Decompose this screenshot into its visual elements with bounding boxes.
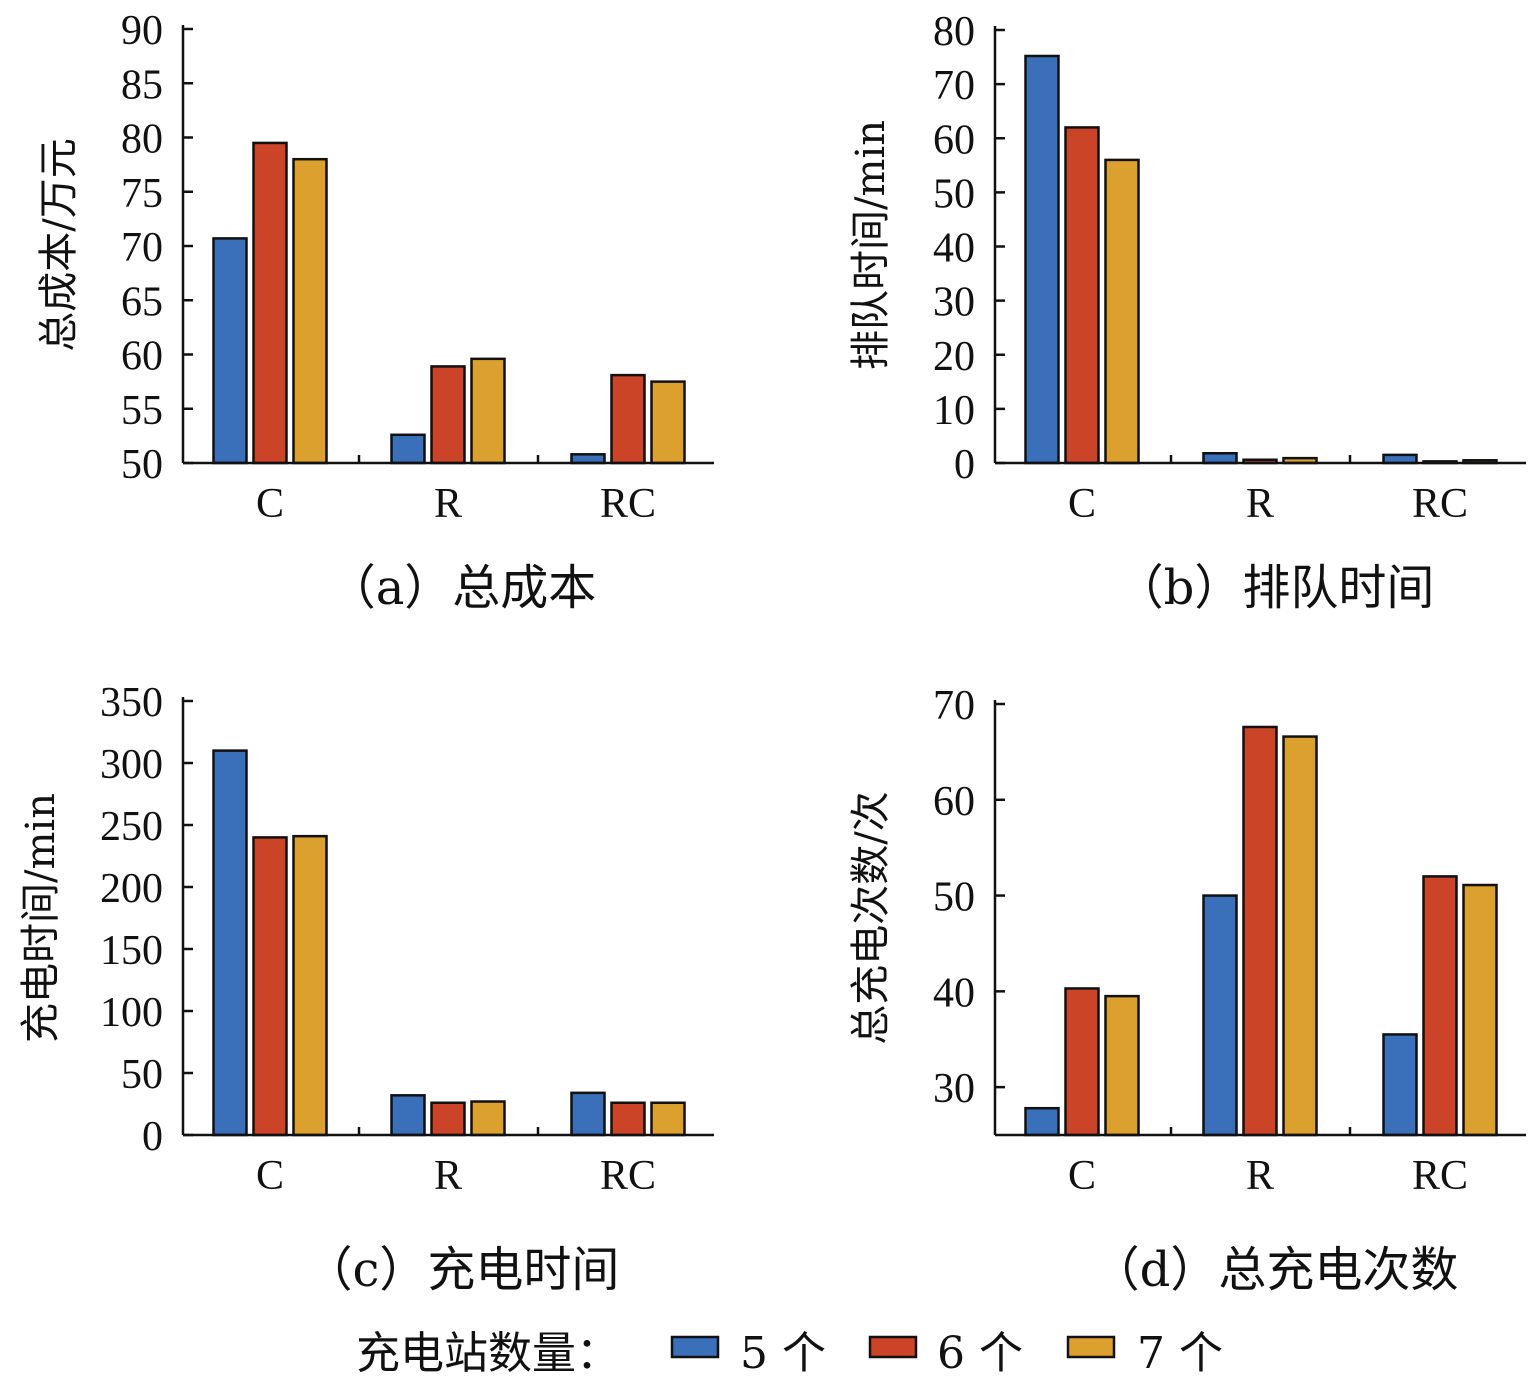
y-tick-label: 50	[933, 875, 975, 921]
y-tick-label: 55	[121, 388, 163, 434]
y-tick-label: 60	[121, 334, 163, 380]
legend-swatch-7	[1066, 1335, 1116, 1359]
x-tick-label: R	[434, 481, 462, 527]
bar-C-6个	[252, 836, 288, 1137]
legend-title: 充电站数量：	[356, 1328, 620, 1379]
x-tick-label: R	[434, 1153, 462, 1199]
chart-caption: （b）排队时间	[1116, 560, 1435, 616]
bar-C-6个	[252, 141, 288, 465]
chart-panel-0: 50 55 60 65 70 75 80 85 90 C R RC 总成本/万元 （a）总成本	[36, 8, 714, 616]
y-axis-label: 总充电次数/次	[848, 791, 894, 1044]
bar-R-6个	[430, 1101, 466, 1137]
y-tick-label: 50	[121, 1052, 163, 1098]
bar-R-5个	[390, 1094, 426, 1137]
x-tick-label: R	[1246, 481, 1274, 527]
legend-label-5: 5 个	[740, 1328, 826, 1379]
x-tick-label: C	[256, 481, 284, 527]
x-tick-label: C	[1068, 1153, 1096, 1199]
y-tick-label: 50	[121, 442, 163, 488]
legend: 充电站数量： 5 个 6 个 7 个	[356, 1328, 1223, 1379]
x-tick-label: RC	[1412, 1153, 1468, 1199]
y-tick-label: 300	[100, 742, 163, 788]
y-tick-label: 75	[121, 171, 163, 217]
x-tick-label: R	[1246, 1153, 1274, 1199]
y-tick-label: 30	[933, 1066, 975, 1112]
x-tick-label: C	[1068, 481, 1096, 527]
y-tick-label: 350	[100, 680, 163, 726]
y-tick-label: 70	[121, 225, 163, 271]
chart-caption: （d）总充电次数	[1092, 1242, 1459, 1298]
x-tick-label: RC	[600, 1153, 656, 1199]
bar-RC-7个	[650, 1101, 686, 1137]
bar-RC-6个	[610, 373, 646, 465]
bar-C-6个	[1064, 126, 1100, 465]
y-tick-label: 70	[933, 63, 975, 109]
y-tick-label: 0	[142, 1114, 163, 1160]
bar-R-5个	[1202, 452, 1238, 465]
x-tick-label: C	[256, 1153, 284, 1199]
x-tick-label: RC	[600, 481, 656, 527]
y-tick-label: 10	[933, 388, 975, 434]
bar-C-5个	[212, 237, 248, 465]
y-tick-label: 60	[933, 117, 975, 163]
bar-RC-7个	[650, 380, 686, 465]
y-axis-label: 排队时间/min	[848, 120, 894, 370]
bar-RC-7个	[1462, 883, 1498, 1137]
bar-R-5个	[1202, 894, 1238, 1137]
chart-caption: （c）充电时间	[305, 1242, 620, 1298]
bar-C-5个	[212, 749, 248, 1137]
y-tick-label: 50	[933, 171, 975, 217]
chart-panel-1: 0 10 20 30 40 50 60 70 80 C R RC 排队时间/min （b）排队时间	[848, 9, 1526, 616]
y-tick-label: 40	[933, 970, 975, 1016]
y-tick-label: 30	[933, 280, 975, 326]
legend-swatch-5	[670, 1335, 720, 1359]
bar-RC-5个	[570, 1091, 606, 1137]
y-tick-label: 80	[933, 9, 975, 55]
bar-R-7个	[1282, 735, 1318, 1137]
bar-RC-6个	[610, 1101, 646, 1137]
y-tick-label: 40	[933, 226, 975, 272]
y-tick-label: 60	[933, 779, 975, 825]
bar-RC-6个	[1422, 875, 1458, 1137]
chart-panel-3: 30 40 50 60 70 C R RC 总充电次数/次 （d）总充电次数	[848, 683, 1526, 1298]
y-tick-label: 85	[121, 62, 163, 108]
bar-R-7个	[470, 357, 506, 465]
y-tick-label: 100	[100, 990, 163, 1036]
x-tick-label: RC	[1412, 481, 1468, 527]
bar-C-7个	[1104, 994, 1140, 1137]
y-tick-label: 70	[933, 683, 975, 729]
y-tick-label: 90	[121, 8, 163, 54]
bar-RC-5个	[1382, 1033, 1418, 1137]
bar-R-6个	[1242, 725, 1278, 1137]
legend-label-6: 6 个	[937, 1328, 1023, 1379]
legend-label-7: 7 个	[1137, 1328, 1223, 1379]
bar-R-6个	[430, 365, 466, 465]
y-tick-label: 150	[100, 928, 163, 974]
y-tick-label: 80	[121, 117, 163, 163]
bar-C-6个	[1064, 987, 1100, 1137]
y-tick-label: 65	[121, 279, 163, 325]
y-tick-label: 0	[954, 442, 975, 488]
y-axis-label: 总成本/万元	[36, 138, 82, 351]
legend-swatch-6	[868, 1335, 918, 1359]
bar-R-7个	[470, 1100, 506, 1137]
bar-RC-5个	[570, 453, 606, 465]
bar-C-7个	[1104, 158, 1140, 465]
bar-C-7个	[292, 157, 328, 465]
y-tick-label: 20	[933, 334, 975, 380]
chart-caption: （a）总成本	[328, 560, 597, 616]
bar-C-7个	[292, 834, 328, 1137]
bar-R-5个	[390, 433, 426, 465]
y-axis-label: 充电时间/min	[18, 793, 64, 1043]
bar-C-5个	[1024, 54, 1060, 465]
chart-panel-2: 0 50 100 150 200 250 300 350 C R RC 充电时间/min （c）充电时间	[18, 680, 714, 1298]
y-tick-label: 250	[100, 804, 163, 850]
y-tick-label: 200	[100, 866, 163, 912]
bar-C-5个	[1024, 1106, 1060, 1137]
